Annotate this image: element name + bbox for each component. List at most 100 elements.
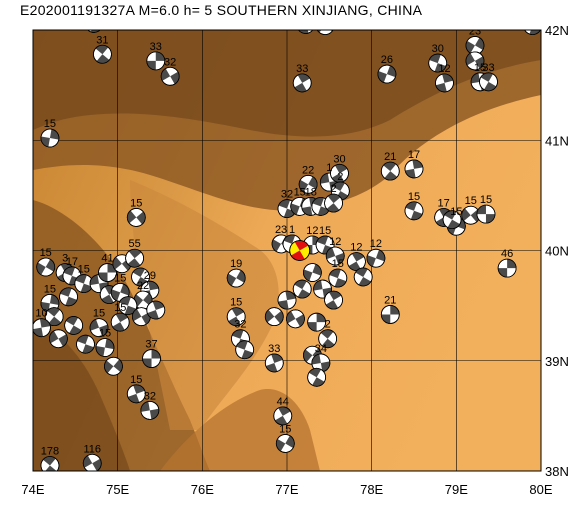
- depth-label: 15: [44, 283, 56, 295]
- beachball: [98, 263, 117, 282]
- beachball: [146, 51, 166, 71]
- depth-label: 15: [408, 191, 420, 203]
- beachball: [442, 210, 462, 230]
- depth-label: 2: [337, 171, 343, 183]
- beachball: [292, 279, 312, 299]
- depth-label: 32: [234, 319, 246, 331]
- beachball: [318, 329, 338, 349]
- depth-label: 15: [319, 225, 331, 237]
- depth-label: 15: [480, 194, 492, 206]
- focal-mechanisms: [33, 30, 541, 471]
- depth-label: 15: [474, 62, 486, 74]
- depth-label: 12: [370, 238, 382, 250]
- depth-label: 17: [408, 149, 420, 161]
- beachball: [49, 329, 68, 349]
- depth-label: 2: [325, 319, 331, 331]
- beachball: [476, 204, 496, 224]
- depth-label: 15: [332, 258, 344, 270]
- depth-label: 33: [268, 343, 280, 355]
- depth-label: 3: [62, 253, 68, 265]
- beachball: [307, 367, 327, 387]
- lat-tick-label: 41N: [545, 133, 569, 148]
- depth-label: 15: [450, 206, 462, 218]
- depth-label: 22: [137, 280, 149, 292]
- lon-tick-label: 80E: [529, 482, 552, 497]
- lat-tick-label: 40N: [545, 244, 569, 259]
- lat-tick-label: 42N: [545, 23, 569, 38]
- beachball: [479, 72, 498, 92]
- beachball: [131, 307, 151, 327]
- beachball: [302, 263, 322, 282]
- beachball: [298, 174, 318, 194]
- depth-label: 12: [438, 63, 450, 75]
- depth-label: 30: [333, 153, 345, 165]
- depth-label: 15: [526, 6, 538, 18]
- depth-label: 21: [384, 151, 396, 163]
- lon-tick-label: 77E: [275, 482, 298, 497]
- beachball: [226, 307, 246, 327]
- beachball: [273, 406, 293, 426]
- depth-label: 15: [40, 247, 52, 259]
- depth-label: 15: [114, 302, 126, 314]
- depth-label: 34: [315, 343, 327, 355]
- depth-label: 12: [350, 242, 362, 254]
- depth-label: 37: [145, 339, 157, 351]
- beachball: [146, 300, 166, 320]
- lat-tick-label: 38N: [545, 464, 569, 479]
- beachball: [330, 163, 349, 183]
- main-event: [289, 240, 311, 261]
- depth-label: 15: [130, 197, 142, 209]
- depth-label: 10: [35, 308, 47, 320]
- beachball: [59, 287, 78, 307]
- depth-label: 32: [281, 189, 293, 201]
- depth-label: 33: [150, 41, 162, 53]
- beachball: [44, 307, 64, 327]
- beachball: [93, 44, 112, 64]
- depth-label: 12: [329, 236, 341, 248]
- depth-label: 29: [144, 270, 156, 282]
- depth-label: 1: [289, 224, 295, 236]
- depth-label: 31: [96, 34, 108, 46]
- depth-label: 44: [277, 396, 289, 408]
- depth-label: 2: [331, 183, 337, 195]
- beachball: [377, 64, 397, 84]
- beachball: [160, 66, 180, 86]
- beachball: [140, 400, 160, 420]
- depth-label: 32: [164, 56, 176, 68]
- beachball: [311, 353, 331, 373]
- beachball: [89, 318, 109, 338]
- beachball: [307, 312, 327, 332]
- lon-tick-label: 76E: [191, 482, 214, 497]
- beachball: [226, 268, 246, 288]
- beachball: [380, 161, 400, 181]
- lon-tick-label: 74E: [21, 482, 44, 497]
- depth-label: 55: [128, 238, 140, 250]
- depth-label: 23: [469, 25, 481, 37]
- depth-label: 19: [230, 258, 242, 270]
- depth-label: 15: [78, 264, 90, 276]
- depth-label: 17: [66, 256, 78, 268]
- depth-label: 46: [501, 248, 513, 260]
- beachball: [380, 305, 400, 324]
- depth-label: 22: [302, 164, 314, 176]
- beachball: [286, 309, 305, 329]
- depth-label: 26: [381, 54, 393, 66]
- depth-label: 1: [326, 162, 332, 174]
- map-title: E202001191327A M=6.0 h= 5 SOUTHERN XINJI…: [20, 2, 423, 18]
- map-frame: [32, 29, 542, 472]
- beachball: [366, 248, 386, 268]
- beachball: [296, 30, 316, 34]
- lat-tick-label: 39N: [545, 354, 569, 369]
- beachball: [324, 193, 343, 213]
- beachball: [110, 312, 130, 332]
- beachball: [264, 307, 284, 327]
- beachball: [33, 318, 51, 338]
- beachball: [95, 338, 115, 357]
- depth-label: 15: [294, 186, 306, 198]
- lon-tick-label: 75E: [106, 482, 129, 497]
- depth-label: 15: [99, 328, 111, 340]
- depth-label: 23: [275, 224, 287, 236]
- depth-label: 17: [438, 197, 450, 209]
